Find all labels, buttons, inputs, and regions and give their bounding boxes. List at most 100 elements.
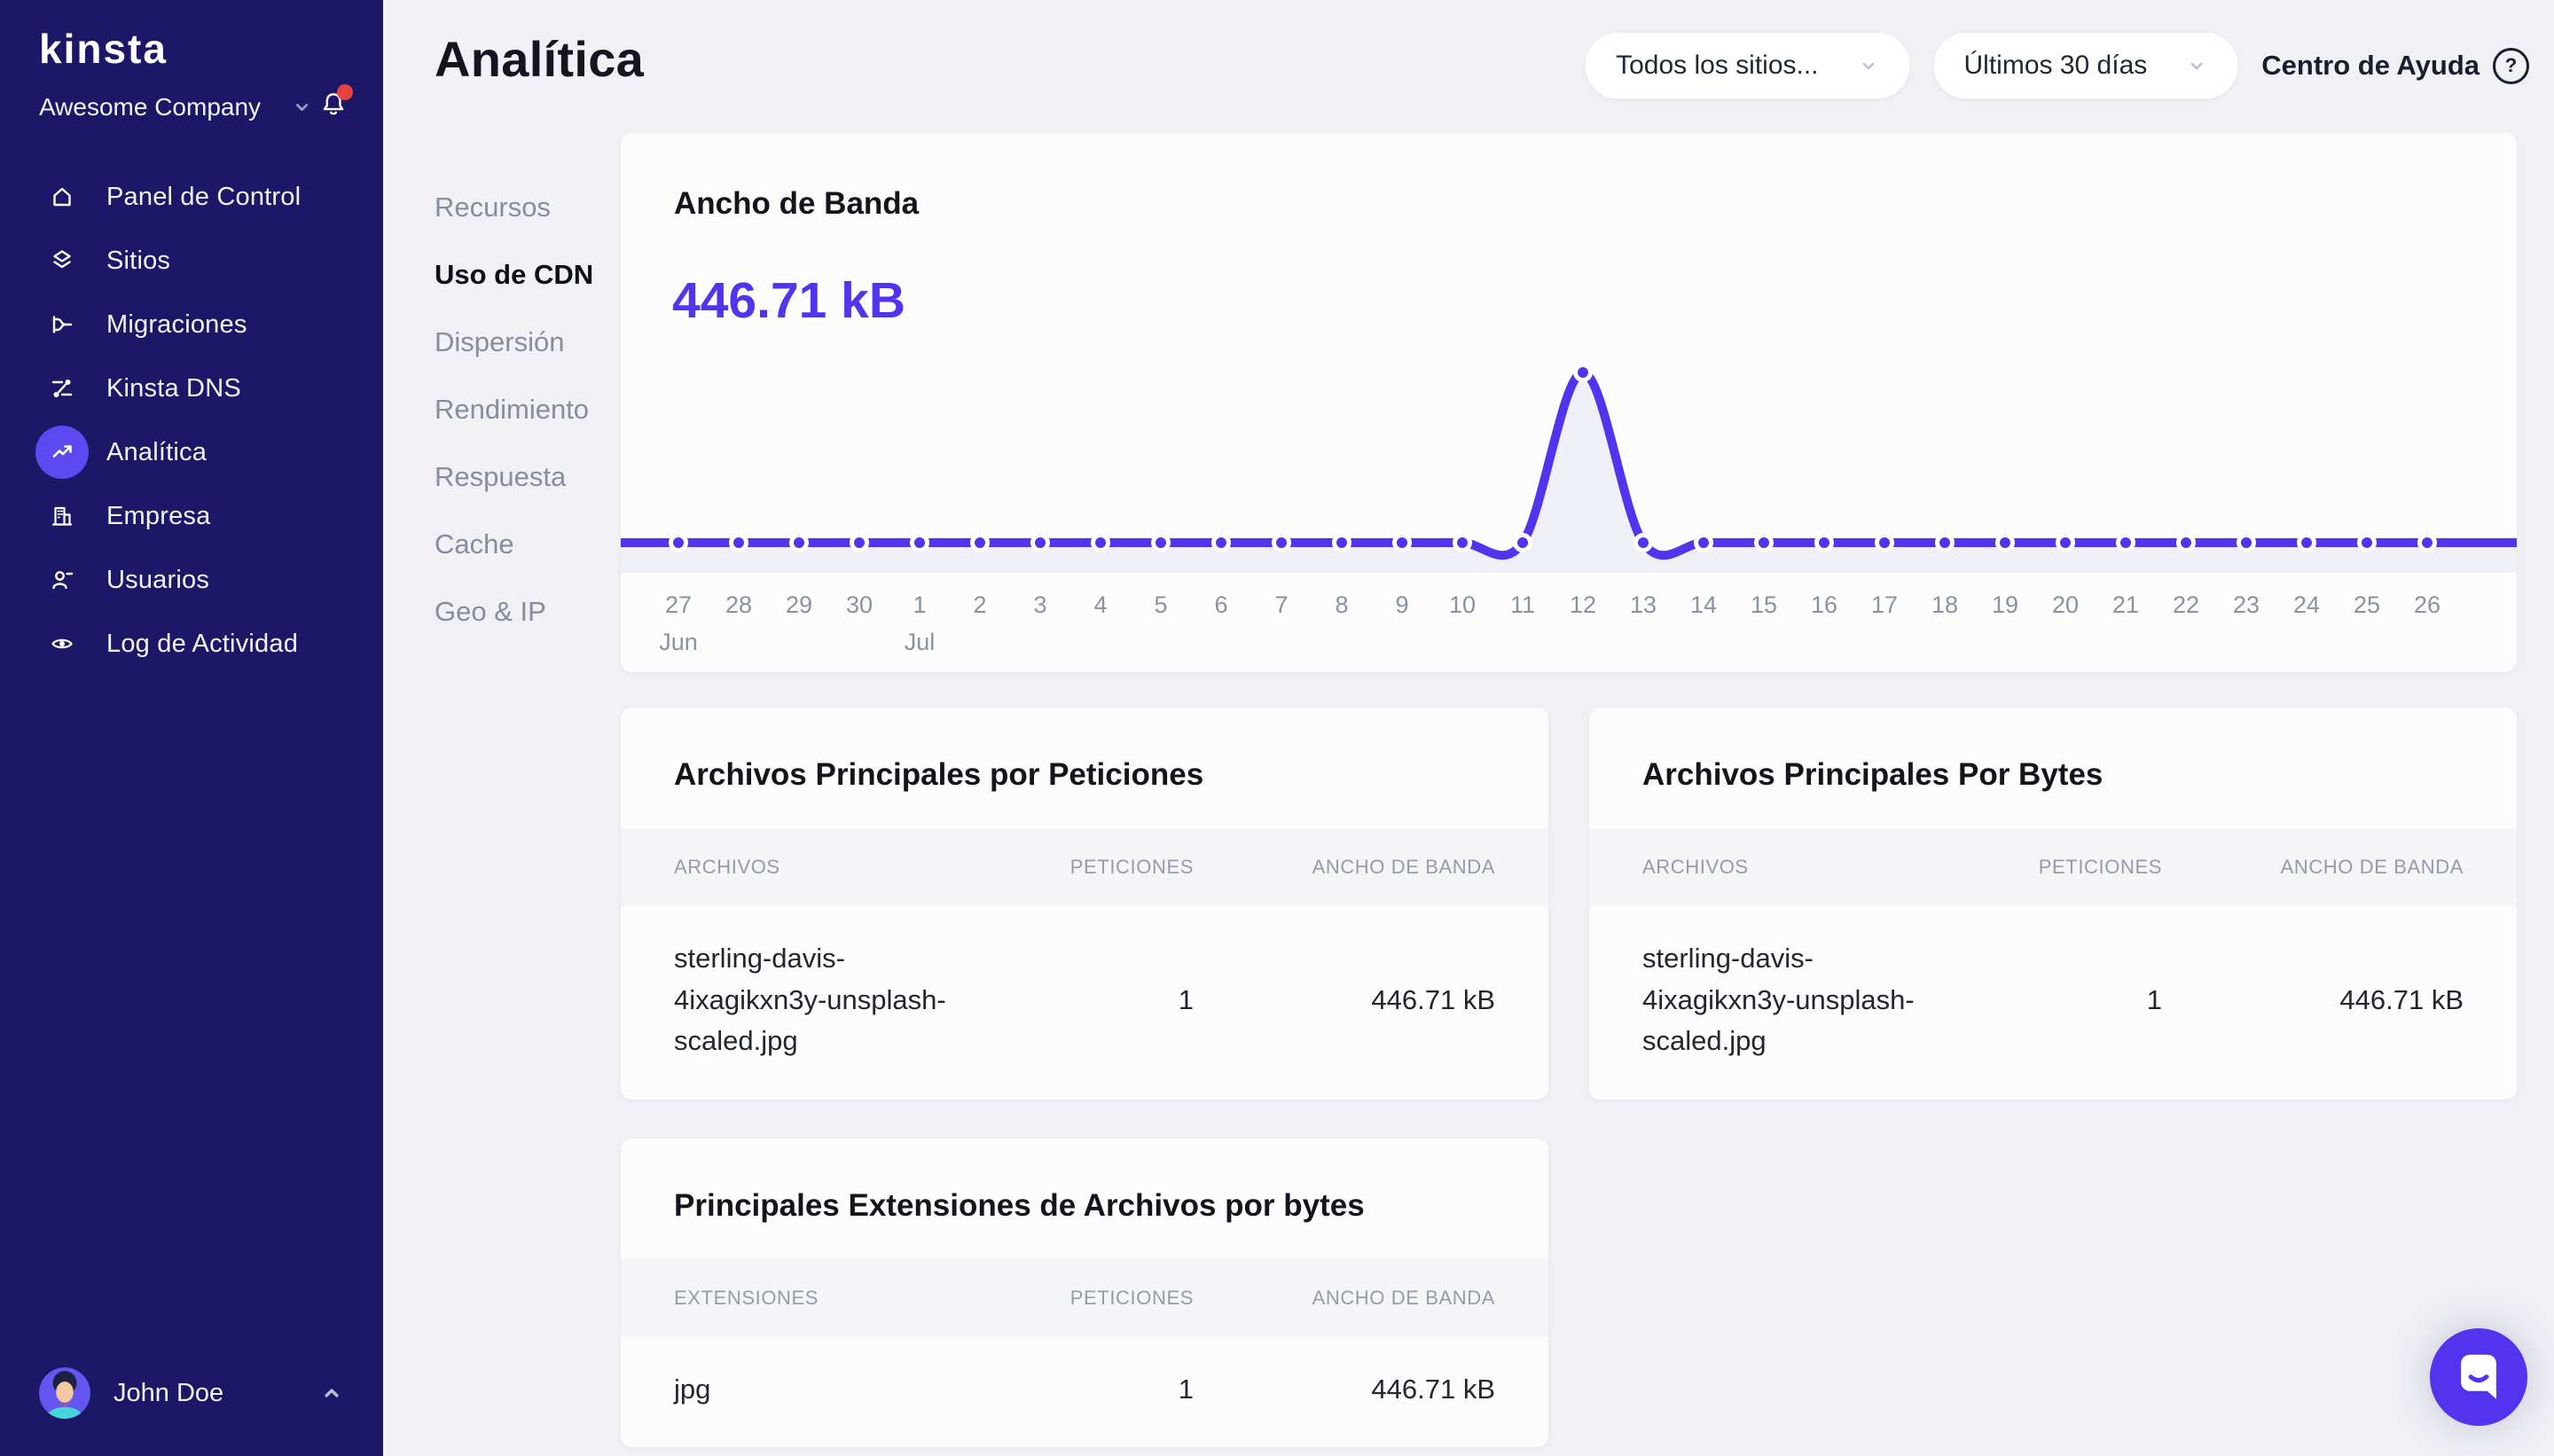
column-header: ARCHIVOS xyxy=(674,856,780,878)
company-icon xyxy=(35,489,89,543)
dns-icon xyxy=(35,362,89,415)
bandwidth-chart[interactable] xyxy=(621,346,2517,576)
table-title: Archivos Principales por Peticiones xyxy=(674,757,1204,792)
x-axis-tick: 5 xyxy=(1154,591,1168,618)
x-axis-tick: 27 Jun xyxy=(659,591,698,655)
date-range-value: Últimos 30 días xyxy=(1963,51,2148,80)
subnav-item-geo-ip[interactable]: Geo & IP xyxy=(435,596,546,627)
sidebar-item-label: Sitios xyxy=(106,246,171,275)
file-name-cell: jpg xyxy=(674,1373,711,1405)
x-axis-tick: 28 xyxy=(725,591,753,618)
sidebar-item-label: Migraciones xyxy=(106,309,247,339)
bandwidth-cell: 446.71 kB xyxy=(2339,983,2464,1015)
company-selector[interactable]: Awesome Company xyxy=(39,84,353,125)
company-name: Awesome Company xyxy=(39,92,262,121)
subnav-item-rendimiento[interactable]: Rendimiento xyxy=(435,394,590,425)
bandwidth-cell: 446.71 kB xyxy=(1371,983,1495,1015)
sidebar-item-empresa[interactable]: Empresa xyxy=(0,484,383,548)
home-icon xyxy=(35,170,89,223)
table-header-row: ARCHIVOS PETICIONES ANCHO DE BANDA xyxy=(1589,828,2517,906)
x-axis-tick: 24 xyxy=(2292,591,2321,618)
question-circle-icon: ? xyxy=(2493,47,2529,84)
sidebar-item-label: Usuarios xyxy=(106,565,210,594)
sidebar-item-label: Analítica xyxy=(106,437,208,466)
page-title: Analítica xyxy=(435,31,645,87)
x-axis-tick: 29 xyxy=(785,591,813,618)
sidebar-item-log-de-actividad[interactable]: Log de Actividad xyxy=(0,612,383,676)
subnav-item-dispersion[interactable]: Dispersión xyxy=(435,326,565,357)
chart-title: Ancho de Banda xyxy=(674,186,920,221)
x-axis-tick: 11 xyxy=(1509,591,1536,618)
table-row: sterling-davis-4ixagikxn3y-unsplash-scal… xyxy=(1589,906,2517,1094)
x-axis-tick: 10 xyxy=(1448,591,1477,618)
chat-bubble-icon xyxy=(2451,1348,2506,1407)
x-axis-tick: 14 xyxy=(1689,591,1718,618)
kinsta-logo: kinsta xyxy=(39,26,168,72)
x-axis-tick: 19 xyxy=(1991,591,2019,618)
table-card-principales-extensiones-de-archivos-por-bytes: Principales Extensiones de Archivos por … xyxy=(621,1138,1548,1447)
chat-widget-button[interactable] xyxy=(2430,1328,2527,1426)
column-header: ANCHO DE BANDA xyxy=(1312,856,1495,878)
table-row: jpg 1 446.71 kB xyxy=(621,1337,1548,1443)
sidebar-item-kinsta-dns[interactable]: Kinsta DNS xyxy=(0,356,383,420)
user-name: John Doe xyxy=(114,1378,224,1407)
notifications-button[interactable] xyxy=(317,84,353,125)
sidebar-item-sitios[interactable]: Sitios xyxy=(0,229,383,293)
subnav-item-uso-de-cdn[interactable]: Uso de CDN xyxy=(435,259,594,290)
x-axis-tick: 13 xyxy=(1629,591,1657,618)
analytics-subnav: Recursos Uso de CDN Dispersión Rendimiento R… xyxy=(435,174,593,646)
sidebar-item-migraciones[interactable]: Migraciones xyxy=(0,293,383,356)
sidebar-item-label: Panel de Control xyxy=(106,182,302,211)
bandwidth-card: Ancho de Banda 446.71 kB 27 Jun 28 29 30 1 Jul… xyxy=(621,133,2517,672)
subnav-item-cache[interactable]: Cache xyxy=(435,528,514,560)
x-axis-tick: 26 xyxy=(2413,591,2441,618)
x-axis-tick: 9 xyxy=(1395,591,1409,618)
migrations-icon xyxy=(35,298,89,351)
column-header: EXTENSIONES xyxy=(674,1286,819,1309)
sidebar-item-label: Empresa xyxy=(106,501,211,530)
requests-cell: 1 xyxy=(2146,983,2162,1015)
x-axis-tick: 25 xyxy=(2353,591,2381,618)
sidebar-item-panel-de-control[interactable]: Panel de Control xyxy=(0,165,383,229)
table-title: Principales Extensiones de Archivos por … xyxy=(674,1187,1365,1223)
x-axis-tick: 21 xyxy=(2111,591,2140,618)
requests-cell: 1 xyxy=(1178,983,1194,1015)
file-name-cell: sterling-davis-4ixagikxn3y-unsplash-scal… xyxy=(1642,943,1915,1056)
user-menu[interactable]: John Doe xyxy=(23,1360,360,1426)
x-axis-tick: 18 xyxy=(1931,591,1959,618)
help-center-label: Centro de Ayuda xyxy=(2261,50,2480,81)
column-header: PETICIONES xyxy=(2038,856,2162,878)
tables-grid: Archivos Principales por Peticiones ARCHI… xyxy=(621,708,2517,1447)
table-header-row: ARCHIVOS PETICIONES ANCHO DE BANDA xyxy=(621,828,1548,906)
table-title: Archivos Principales Por Bytes xyxy=(1642,757,2104,792)
sidebar-nav: Panel de Control Sitios Migraciones Kinsta … xyxy=(0,165,383,676)
table-card-archivos-principales-por-peticiones: Archivos Principales por Peticiones ARCHI… xyxy=(621,708,1548,1100)
sidebar: kinsta Awesome Company Panel de Control S… xyxy=(0,0,383,1456)
subnav-item-recursos[interactable]: Recursos xyxy=(435,192,551,223)
chevron-down-icon xyxy=(291,96,313,118)
users-icon xyxy=(35,553,89,607)
x-axis-tick: 4 xyxy=(1093,591,1108,618)
subnav-item-respuesta[interactable]: Respuesta xyxy=(435,461,567,492)
date-range-dropdown[interactable]: Últimos 30 días xyxy=(1932,32,2239,99)
table-header-row: EXTENSIONES PETICIONES ANCHO DE BANDA xyxy=(621,1258,1548,1337)
x-axis-tick: 6 xyxy=(1214,591,1228,618)
notification-badge xyxy=(337,84,353,100)
column-header: ARCHIVOS xyxy=(1642,856,1749,878)
x-axis-tick: 30 xyxy=(845,591,874,618)
help-center-link[interactable]: Centro de Ayuda ? xyxy=(2261,47,2529,84)
table-row: sterling-davis-4ixagikxn3y-unsplash-scal… xyxy=(621,906,1548,1094)
file-name-cell: sterling-davis-4ixagikxn3y-unsplash-scal… xyxy=(674,943,946,1056)
sidebar-item-analitica[interactable]: Analítica xyxy=(0,420,383,484)
x-axis-tick: 1 Jul xyxy=(904,591,936,655)
x-axis-tick: 8 xyxy=(1335,591,1349,618)
header-controls: Todos los sitios... Últimos 30 días Cent… xyxy=(1585,32,2529,99)
column-header: PETICIONES xyxy=(1069,1286,1194,1309)
sidebar-item-label: Kinsta DNS xyxy=(106,373,241,403)
site-filter-dropdown[interactable]: Todos los sitios... xyxy=(1585,32,1910,99)
x-axis-tick: 7 xyxy=(1274,591,1289,618)
sidebar-item-label: Log de Actividad xyxy=(106,629,299,658)
requests-cell: 1 xyxy=(1178,1373,1194,1405)
sidebar-item-usuarios[interactable]: Usuarios xyxy=(0,548,383,612)
x-axis-tick: 20 xyxy=(2051,591,2080,618)
